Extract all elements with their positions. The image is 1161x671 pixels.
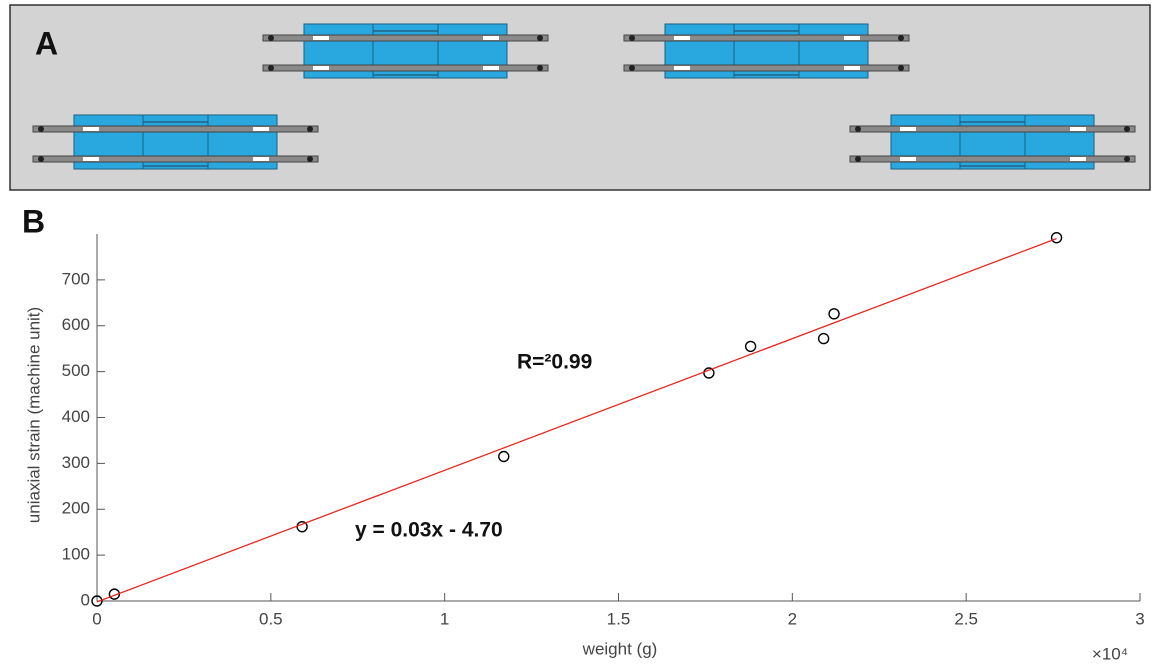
data-point (703, 367, 715, 379)
x-tick-label: 0 (92, 609, 101, 628)
x-multiplier: ×10⁴ (1092, 644, 1128, 663)
y-tick-label: 200 (62, 499, 90, 518)
panel-label: A (35, 25, 58, 61)
annotation: R=²0.99 (517, 351, 592, 374)
data-point (744, 340, 757, 353)
data-point (91, 595, 103, 607)
x-axis-label: weight (g) (582, 639, 658, 658)
device (32, 114, 319, 170)
x-tick-label: 1.5 (607, 609, 631, 628)
data-point (1050, 231, 1063, 244)
panel-label: B (22, 203, 45, 239)
x-tick-label: 3 (1135, 609, 1144, 628)
x-tick-label: 1 (440, 609, 449, 628)
device (623, 23, 910, 79)
y-tick-label: 0 (81, 590, 90, 609)
device (262, 23, 549, 79)
data-point (498, 450, 510, 463)
y-tick-label: 400 (62, 407, 90, 426)
x-tick-label: 2 (788, 609, 797, 628)
device (849, 114, 1136, 170)
y-tick-label: 300 (62, 453, 90, 472)
x-tick-label: 0.5 (259, 609, 283, 628)
y-tick-label: 100 (62, 545, 90, 564)
annotation: y = 0.03x - 4.70 (355, 519, 503, 542)
y-tick-label: 500 (62, 361, 90, 380)
y-axis-label: uniaxial strain (machine unit) (24, 307, 43, 523)
data-point (817, 332, 830, 345)
fit-line (96, 237, 1057, 603)
y-tick-label: 700 (62, 269, 90, 288)
data-point (828, 308, 840, 320)
y-tick-label: 600 (62, 315, 90, 334)
x-tick-label: 2.5 (954, 609, 978, 628)
